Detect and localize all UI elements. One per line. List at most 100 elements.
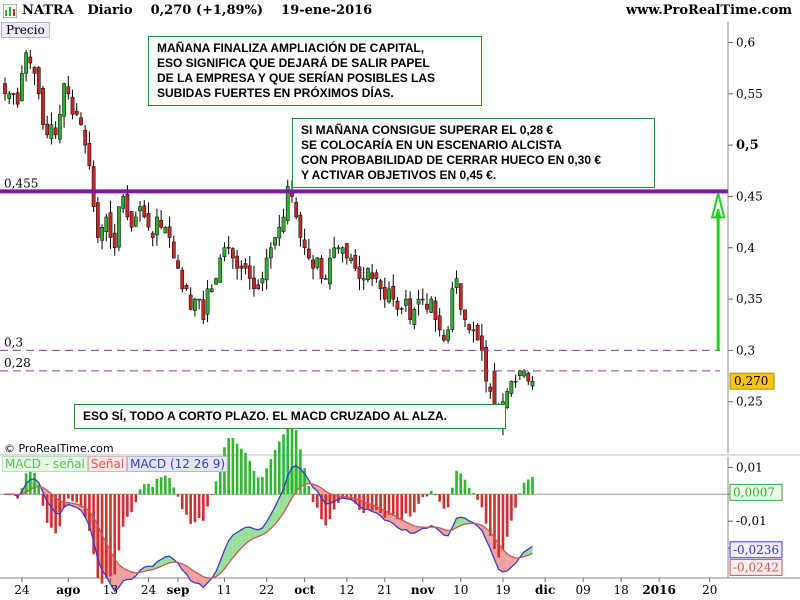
candle-body [530, 380, 535, 387]
macd-histogram-bar [501, 494, 505, 551]
candle-body [79, 117, 83, 125]
macd-histogram-bar [134, 494, 138, 503]
annotation-macd-cross: ESO SÍ, TODO A CORTO PLAZO. EL MACD CRUZ… [74, 404, 506, 429]
candle-body [83, 129, 88, 146]
macd-histogram-bar [96, 494, 100, 579]
macd-signal-fill [131, 572, 136, 580]
macd-signal-fill [237, 529, 242, 553]
macd-histogram-bar [206, 494, 209, 507]
candle-body [41, 87, 45, 125]
copyright-text: © ProRealTime.com [4, 442, 114, 455]
axis-labels-layer: 0,60,550,50,450,40,350,30,250,010-0,01-0… [14, 36, 783, 597]
macd-histogram-bar [459, 473, 463, 495]
level-label: 0,3 [4, 335, 23, 349]
macd-histogram-bar [147, 483, 150, 495]
x-tick-label: 2016 [642, 583, 675, 597]
candle-body [391, 285, 396, 300]
macd-histogram-bar [214, 481, 218, 495]
candle-body [142, 205, 147, 218]
candle-body [188, 294, 193, 310]
x-tick-label: 20 [702, 583, 717, 597]
candle-body [387, 288, 391, 303]
macd-signal-fill [182, 563, 187, 575]
macd-signal-fill [165, 556, 170, 565]
macd-histogram-bar [189, 494, 192, 525]
candle-body [319, 257, 324, 279]
macd-histogram-bar [210, 494, 214, 496]
macd-histogram-bar [429, 490, 433, 495]
macd-signal-fill [241, 527, 246, 549]
macd-histogram-bar [37, 484, 41, 495]
candle-body [446, 329, 450, 341]
legend-macd-signal: MACD - señal [2, 456, 88, 472]
candle-body [176, 260, 180, 269]
price-y-tick-label: 0,45 [736, 189, 763, 203]
macd-signal-fill [410, 524, 415, 534]
candle-body [58, 114, 62, 140]
candle-body [256, 284, 261, 290]
x-tick-label: ago [56, 583, 80, 597]
macd-histogram-bar [396, 494, 399, 520]
macd-histogram-bar [50, 494, 53, 528]
candle-body [323, 278, 328, 280]
candle-body [247, 265, 252, 279]
macd-histogram-bar [434, 494, 437, 496]
candle-body [277, 226, 282, 239]
macd-histogram-bar [282, 434, 285, 495]
macd-value-tag [729, 541, 783, 559]
candle-body [74, 110, 79, 115]
macd-histogram-bar [320, 494, 323, 520]
macd-signal-fill [401, 519, 406, 531]
site-url[interactable]: www.ProRealTime.com [625, 3, 792, 18]
macd-histogram-bar [159, 477, 163, 495]
macd-histogram-bar [311, 494, 315, 503]
macd-histogram-bar [324, 494, 328, 526]
level-label: 0,28 [4, 356, 31, 370]
candle-body [471, 329, 476, 332]
x-tick-label: 22 [259, 583, 274, 597]
macd-histogram-bar [265, 468, 268, 495]
candle-body [218, 257, 223, 283]
macd-legend: MACD - señal Señal MACD (12 26 9) [2, 456, 229, 472]
macd-signal-fill [397, 517, 402, 531]
macd-histogram-bar [370, 494, 374, 511]
macd-histogram-bar [83, 494, 87, 518]
macd-histogram-bar [104, 494, 108, 578]
macd-histogram-bar [138, 489, 142, 495]
candle-body [526, 372, 531, 382]
candle-body [505, 391, 510, 408]
macd-histogram-bar [172, 487, 176, 495]
macd-histogram-bar [168, 478, 171, 495]
x-tick-label: nov [411, 583, 436, 597]
x-tick-label: sep [167, 583, 190, 597]
candle-body [100, 226, 104, 241]
macd-signal-fill [502, 549, 508, 572]
annotation-capital-increase: MAÑANA FINALIZA AMPLIACIÓN DE CAPITAL, E… [148, 36, 482, 106]
candle-body [87, 143, 92, 166]
macd-histogram-bar [455, 470, 458, 495]
macd-signal-fill [253, 528, 259, 539]
candle-body [269, 247, 273, 259]
macd-histogram-bar [79, 494, 83, 507]
macd-histogram-bar [235, 443, 239, 495]
macd-histogram-bar [315, 494, 319, 508]
macd-histogram-bar [404, 494, 408, 514]
candle-body [184, 284, 189, 290]
macd-histogram-bar [514, 494, 517, 508]
candle-body [155, 216, 159, 236]
target-arrow-head [710, 193, 726, 219]
macd-signal-fill [414, 525, 419, 534]
macd-signal-fill [245, 527, 250, 544]
macd-histogram-bar [58, 494, 62, 527]
candle-body [205, 288, 210, 315]
macd-histogram-bar [193, 494, 197, 523]
candle-body [171, 241, 176, 259]
macd-histogram-bar [126, 494, 129, 517]
macd-y-tick-label: -0,01 [736, 514, 767, 528]
macd-signal-fill [194, 571, 200, 584]
x-tick-label: 21 [377, 583, 392, 597]
candle-body [150, 232, 155, 238]
candle-body [425, 303, 429, 310]
candle-body [112, 232, 117, 249]
macd-histogram-bar [463, 479, 467, 495]
